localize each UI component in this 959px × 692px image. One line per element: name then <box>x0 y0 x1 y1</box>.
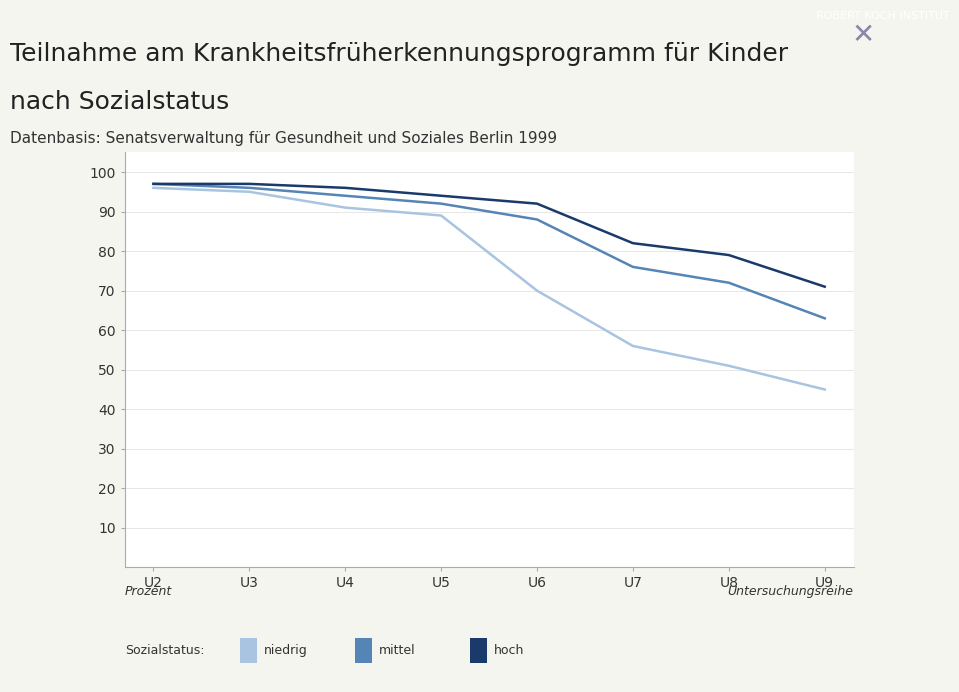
Text: Sozialstatus:: Sozialstatus: <box>125 644 204 657</box>
Text: Datenbasis: Senatsverwaltung für Gesundheit und Soziales Berlin 1999: Datenbasis: Senatsverwaltung für Gesundh… <box>10 131 557 147</box>
Text: Prozent: Prozent <box>125 585 172 598</box>
Text: Untersuchungsreihe: Untersuchungsreihe <box>728 585 854 598</box>
Text: hoch: hoch <box>494 644 525 657</box>
Text: nach Sozialstatus: nach Sozialstatus <box>10 90 229 114</box>
Text: ✕: ✕ <box>852 21 875 48</box>
Text: mittel: mittel <box>379 644 415 657</box>
Text: ROBERT KOCH INSTITUT: ROBERT KOCH INSTITUT <box>816 10 949 21</box>
Text: niedrig: niedrig <box>264 644 308 657</box>
Text: Teilnahme am Krankheitsfrüherkennungsprogramm für Kinder: Teilnahme am Krankheitsfrüherkennungspro… <box>10 42 787 66</box>
